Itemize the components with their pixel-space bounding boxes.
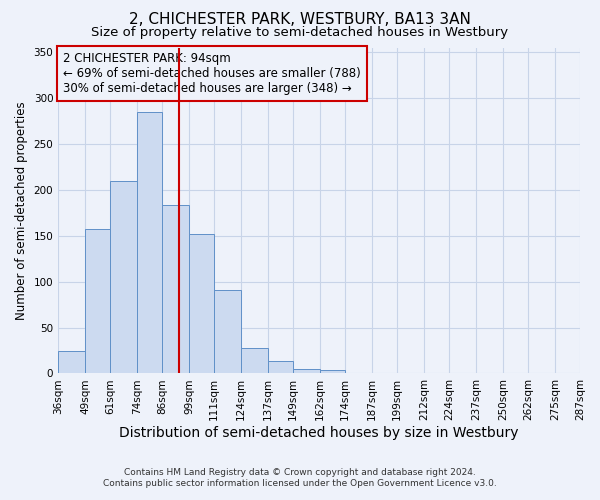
Bar (110, 180, 137, 374)
Bar (58, 350, 85, 374)
Y-axis label: Number of semi-detached properties: Number of semi-detached properties (15, 101, 28, 320)
Bar (162, 206, 189, 374)
Bar (241, 348, 268, 374)
Bar (214, 290, 241, 374)
Bar (268, 360, 293, 374)
Text: Contains HM Land Registry data © Crown copyright and database right 2024.
Contai: Contains HM Land Registry data © Crown c… (103, 468, 497, 487)
Bar (189, 234, 214, 374)
Text: Size of property relative to semi-detached houses in Westbury: Size of property relative to semi-detach… (91, 26, 509, 39)
Bar (397, 372, 424, 374)
Bar (503, 372, 528, 374)
Bar (293, 369, 320, 374)
Bar (85, 230, 110, 374)
Bar (320, 370, 345, 374)
Text: 2, CHICHESTER PARK, WESTBURY, BA13 3AN: 2, CHICHESTER PARK, WESTBURY, BA13 3AN (129, 12, 471, 28)
Bar (137, 112, 162, 374)
Text: 2 CHICHESTER PARK: 94sqm
← 69% of semi-detached houses are smaller (788)
30% of : 2 CHICHESTER PARK: 94sqm ← 69% of semi-d… (64, 52, 361, 96)
X-axis label: Distribution of semi-detached houses by size in Westbury: Distribution of semi-detached houses by … (119, 426, 519, 440)
